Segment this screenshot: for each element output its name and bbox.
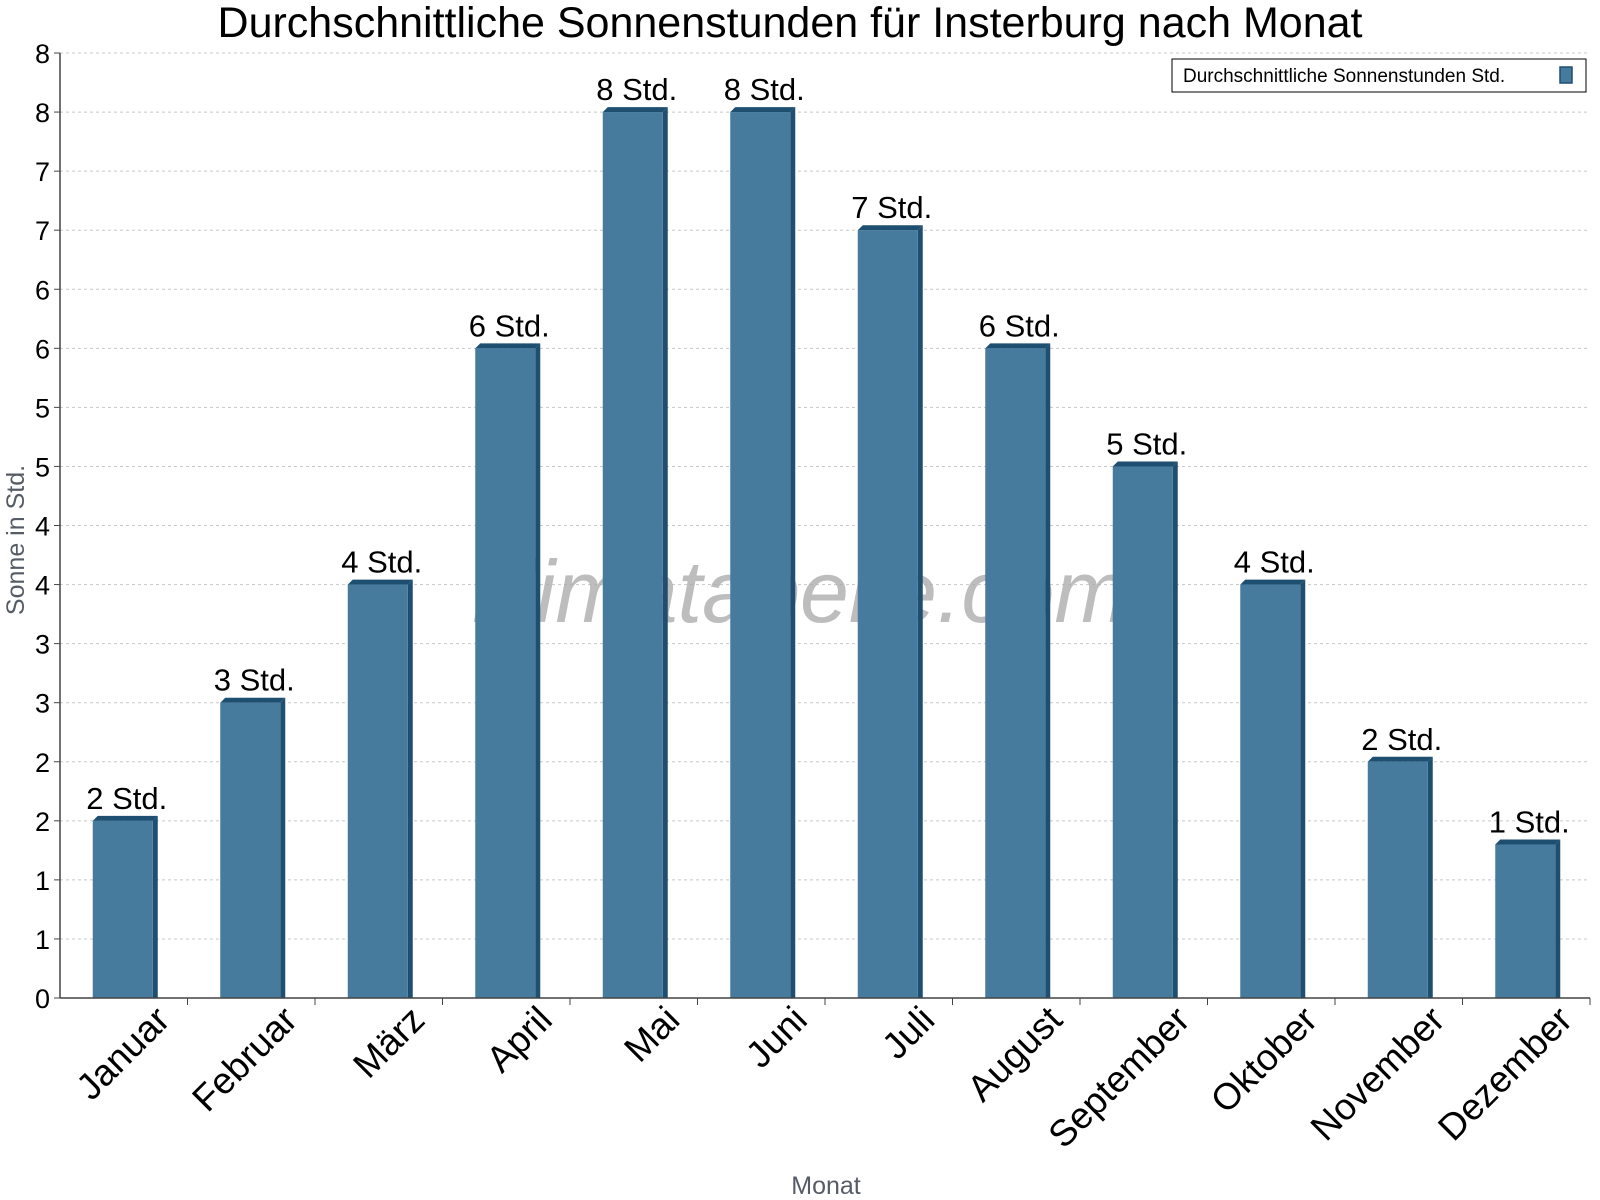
bar-top xyxy=(730,107,796,113)
y-axis-ticks: 0 1 1 2 2 3 3 4 4 5 5 6 6 7 7 8 8 xyxy=(35,39,60,1014)
bar xyxy=(1112,466,1173,998)
x-tick-label: Juni xyxy=(738,999,815,1076)
x-tick-label: April xyxy=(479,999,560,1080)
bar-side xyxy=(1427,756,1433,998)
bar-value-label: 5 Std. xyxy=(1106,426,1187,461)
bar-top xyxy=(1112,461,1178,467)
y-tick-label: 8 xyxy=(35,39,50,69)
bar-value-label: 8 Std. xyxy=(724,72,805,107)
x-tick-label: November xyxy=(1303,999,1453,1149)
legend-swatch xyxy=(1559,66,1573,84)
x-tick-label: August xyxy=(959,998,1070,1109)
bar xyxy=(1495,844,1556,998)
bars: 2 Std. 3 Std. 4 Std. 6 Std. 8 Std. 8 Std. 7 St… xyxy=(86,72,1570,998)
y-tick-label: 6 xyxy=(35,275,50,305)
bar-side xyxy=(280,697,286,998)
bar xyxy=(92,820,153,998)
bar-value-label: 2 Std. xyxy=(1361,722,1442,757)
y-tick-label: 4 xyxy=(35,571,50,601)
x-tick-label: März xyxy=(345,999,432,1086)
bar-side xyxy=(662,107,668,998)
bar xyxy=(602,112,663,998)
bar-side xyxy=(152,815,158,998)
x-axis-ticks: Januar Februar März April Mai Juni Juli AugustS… xyxy=(68,998,1591,1156)
bar-side xyxy=(1045,343,1051,998)
bar-top xyxy=(985,343,1051,349)
legend: Durchschnittliche Sonnenstunden Std. xyxy=(1171,58,1587,93)
x-tick-label: Juli xyxy=(874,999,942,1067)
bar-top xyxy=(857,225,923,231)
bar xyxy=(475,348,536,998)
bar-side xyxy=(790,107,796,998)
y-tick-label: 7 xyxy=(35,216,50,246)
y-tick-label: 5 xyxy=(35,452,50,482)
y-tick-label: 1 xyxy=(35,925,50,955)
bar-value-label: 3 Std. xyxy=(214,663,295,698)
y-tick-label: 5 xyxy=(35,393,50,423)
y-tick-label: 6 xyxy=(35,334,50,364)
legend-label: Durchschnittliche Sonnenstunden Std. xyxy=(1183,66,1505,87)
y-tick-label: 2 xyxy=(35,807,50,837)
bar-side xyxy=(407,579,413,998)
y-tick-label: 4 xyxy=(35,512,50,542)
bar-value-label: 4 Std. xyxy=(341,545,422,580)
bar-value-label: 2 Std. xyxy=(86,781,167,816)
y-tick-label: 0 xyxy=(35,984,50,1014)
bar-side xyxy=(1555,839,1561,998)
bar-top xyxy=(92,815,158,821)
y-tick-label: 1 xyxy=(35,866,50,896)
bar-top xyxy=(1240,579,1306,585)
bar-value-label: 6 Std. xyxy=(979,308,1060,343)
bar-side xyxy=(1300,579,1306,998)
x-tick-label: Februar xyxy=(184,999,305,1120)
legend-box xyxy=(1171,58,1587,93)
bar-value-label: 4 Std. xyxy=(1234,545,1315,580)
bar xyxy=(730,112,791,998)
x-tick-label: Oktober xyxy=(1203,999,1325,1121)
bar xyxy=(1240,584,1301,998)
bar-value-label: 7 Std. xyxy=(851,190,932,225)
bar xyxy=(220,702,281,998)
x-tick-label: Januar xyxy=(68,999,177,1108)
y-tick-label: 2 xyxy=(35,748,50,778)
chart-title: Durchschnittliche Sonnenstunden für Inst… xyxy=(218,0,1363,47)
y-tick-label: 7 xyxy=(35,157,50,187)
bar-value-label: 6 Std. xyxy=(469,308,550,343)
y-tick-label: 3 xyxy=(35,630,50,660)
x-tick-label: Dezember xyxy=(1430,999,1580,1149)
bar-side xyxy=(1172,461,1178,998)
bar xyxy=(985,348,1046,998)
bar-value-label: 1 Std. xyxy=(1489,804,1570,839)
bar-top xyxy=(1495,839,1561,845)
bar xyxy=(857,230,918,998)
bar xyxy=(1367,761,1428,998)
bar xyxy=(347,584,408,998)
bar-side xyxy=(917,225,923,998)
bar-top xyxy=(602,107,668,113)
y-tick-label: 3 xyxy=(35,689,50,719)
bar-top xyxy=(347,579,413,585)
x-axis-label: Monat xyxy=(791,1172,861,1200)
y-axis-label: Sonne in Std. xyxy=(2,465,30,615)
y-tick-label: 8 xyxy=(35,98,50,128)
x-tick-label: Mai xyxy=(616,999,687,1070)
grid-lines xyxy=(60,52,1590,940)
bar-top xyxy=(220,697,286,703)
bar-top xyxy=(475,343,541,349)
bar-top xyxy=(1367,756,1433,762)
bar-side xyxy=(535,343,541,998)
bar-value-label: 8 Std. xyxy=(596,72,677,107)
